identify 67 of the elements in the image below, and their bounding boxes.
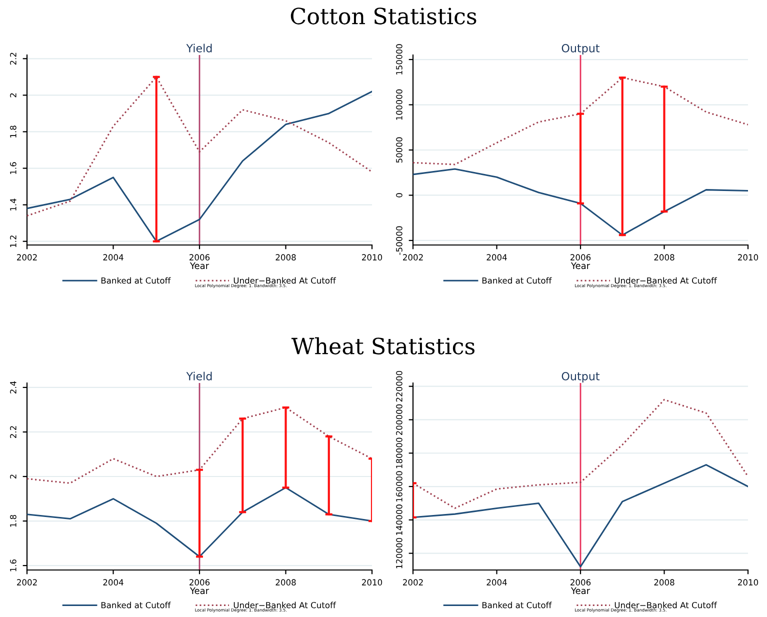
line-series xyxy=(27,76,372,217)
x-tick-label: 2006 xyxy=(190,254,210,260)
x-tick-label: 2010 xyxy=(362,254,382,260)
y-tick-label: 200000 xyxy=(396,404,402,436)
line-series xyxy=(413,398,748,509)
y-tick-label: 1.6 xyxy=(10,162,16,174)
y-tick-label: 1.2 xyxy=(10,236,16,248)
legend-label: Under−Banked At Cutoff xyxy=(614,277,718,284)
line-series xyxy=(413,168,748,236)
text: Cotton Statistics xyxy=(290,8,476,24)
x-tick-label: 2006 xyxy=(190,579,210,586)
line-series xyxy=(27,406,372,484)
y-tick-label: 1.8 xyxy=(10,126,16,138)
line-series xyxy=(27,486,372,558)
text: Wheat Statistics xyxy=(291,337,474,354)
y-tick-label: 1.8 xyxy=(10,514,16,527)
legend-label: Under−Banked At Cutoff xyxy=(234,277,336,284)
y-tick-label: 2 xyxy=(10,474,16,479)
x-tick-label: 2006 xyxy=(570,254,591,260)
legend-label: Banked at Cutoff xyxy=(482,602,552,608)
y-tick-label: 150000 xyxy=(396,44,402,75)
chart-title: Yield xyxy=(186,44,212,52)
y-tick-label: 140000 xyxy=(396,504,402,535)
x-tick-label: 2008 xyxy=(276,579,296,586)
x-tick-label: 2004 xyxy=(103,254,124,260)
x-tick-label: 2008 xyxy=(654,579,674,586)
line-series xyxy=(413,76,748,166)
y-tick-label: 0 xyxy=(396,193,402,198)
y-tick-label: 2.2 xyxy=(10,52,16,65)
x-tick-label: 2010 xyxy=(738,254,758,260)
y-tick-label: -50000 xyxy=(396,226,402,255)
x-axis-title: Year xyxy=(570,262,590,270)
y-tick-label: 180000 xyxy=(396,438,402,468)
y-tick-label: 100000 xyxy=(396,89,402,120)
legend-label: Under−Banked At Cutoff xyxy=(234,602,336,608)
y-tick-label: 2 xyxy=(10,93,16,98)
y-tick-label: 220000 xyxy=(396,370,402,402)
y-tick-label: 120000 xyxy=(396,538,402,568)
x-tick-label: 2004 xyxy=(486,254,507,260)
y-tick-label: 2.2 xyxy=(10,426,16,438)
x-axis-title: Year xyxy=(190,262,210,270)
x-tick-label: 2006 xyxy=(570,579,591,586)
y-tick-label: 1.6 xyxy=(10,559,16,572)
chart-title: Output xyxy=(562,372,600,383)
x-tick-label: 2002 xyxy=(403,254,423,260)
legend-label: Banked at Cutoff xyxy=(101,602,171,608)
x-axis-title: Year xyxy=(190,587,210,594)
legend-label: Banked at Cutoff xyxy=(101,277,171,284)
x-tick-label: 2002 xyxy=(403,579,423,586)
legend-label: Banked at Cutoff xyxy=(482,277,552,284)
x-tick-label: 2008 xyxy=(654,254,674,260)
line-series xyxy=(27,90,372,242)
chart-title: Yield xyxy=(186,372,212,380)
x-axis-title: Year xyxy=(570,587,590,594)
x-tick-label: 2008 xyxy=(276,254,296,260)
chart-title: Output xyxy=(562,44,600,55)
y-tick-label: 50000 xyxy=(396,137,402,163)
x-tick-label: 2004 xyxy=(103,579,124,586)
y-tick-label: 160000 xyxy=(396,471,402,502)
y-tick-label: 2.4 xyxy=(10,381,16,394)
legend-label: Under−Banked At Cutoff xyxy=(614,602,718,608)
x-tick-label: 2010 xyxy=(362,579,382,586)
x-tick-label: 2004 xyxy=(486,579,507,586)
x-tick-label: 2010 xyxy=(738,579,758,586)
x-tick-label: 2002 xyxy=(17,254,37,260)
y-tick-label: 1.4 xyxy=(10,198,16,211)
x-tick-label: 2002 xyxy=(17,579,37,586)
